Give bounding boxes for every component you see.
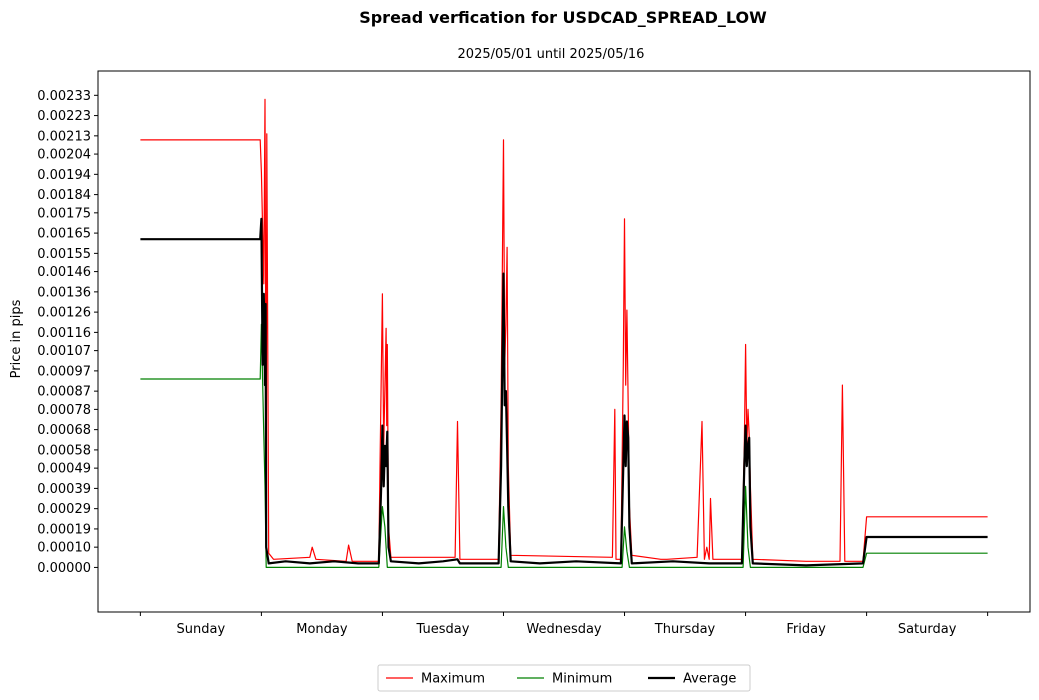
y-axis: 0.00000 0.00010 0.00019 0.00029 0.00039 0.000… [37, 89, 98, 576]
y-tick-label: 0.00146 [37, 265, 91, 280]
x-tick-label: Sunday [177, 622, 226, 637]
x-axis: Sunday Monday Tuesday Wednesday Thursday Frid… [139, 612, 989, 637]
y-tick-label: 0.00175 [37, 206, 91, 221]
y-tick-label: 0.00223 [37, 109, 91, 124]
y-tick-label: 0.00136 [37, 285, 91, 300]
y-tick-label: 0.00068 [37, 423, 91, 438]
chart-title: Spread verfication for USDCAD_SPREAD_LOW [359, 8, 767, 27]
y-axis-label: Price in pips [9, 299, 24, 378]
series-line-maximum [140, 98, 988, 562]
series-line-average [140, 217, 988, 567]
x-tick-label: Tuesday [416, 622, 470, 637]
x-tick-label: Thursday [654, 622, 716, 637]
y-tick-label: 0.00155 [37, 247, 91, 262]
legend-label-minimum: Minimum [552, 672, 612, 687]
y-tick-label: 0.00029 [37, 502, 91, 517]
y-tick-label: 0.00165 [37, 227, 91, 242]
y-tick-label: 0.00078 [37, 403, 91, 418]
y-tick-label: 0.00010 [37, 541, 91, 556]
plot-frame [97, 70, 1031, 613]
y-tick-label: 0.00000 [37, 561, 91, 576]
y-tick-label: 0.00097 [37, 364, 91, 379]
y-tick-label: 0.00213 [37, 129, 91, 144]
chart-subtitle: 2025/05/01 until 2025/05/16 [458, 47, 645, 62]
y-tick-label: 0.00049 [37, 462, 91, 477]
x-tick-label: Wednesday [526, 622, 602, 637]
y-tick-label: 0.00233 [37, 89, 91, 104]
x-tick-label: Monday [296, 622, 348, 637]
series-layer [140, 98, 988, 568]
y-tick-label: 0.00107 [37, 344, 91, 359]
x-tick-label: Saturday [898, 622, 957, 637]
y-tick-label: 0.00204 [37, 148, 91, 163]
legend-label-maximum: Maximum [421, 672, 485, 687]
y-tick-label: 0.00058 [37, 443, 91, 458]
y-tick-label: 0.00019 [37, 522, 91, 537]
x-tick-label: Friday [786, 622, 826, 637]
legend: Maximum Minimum Average [377, 664, 751, 692]
y-tick-label: 0.00184 [37, 188, 91, 203]
legend-box [377, 664, 751, 692]
y-tick-label: 0.00039 [37, 482, 91, 497]
y-tick-label: 0.00087 [37, 385, 91, 400]
legend-label-average: Average [683, 672, 736, 687]
y-tick-label: 0.00116 [37, 326, 91, 341]
y-tick-label: 0.00194 [37, 168, 91, 183]
y-tick-label: 0.00126 [37, 306, 91, 321]
